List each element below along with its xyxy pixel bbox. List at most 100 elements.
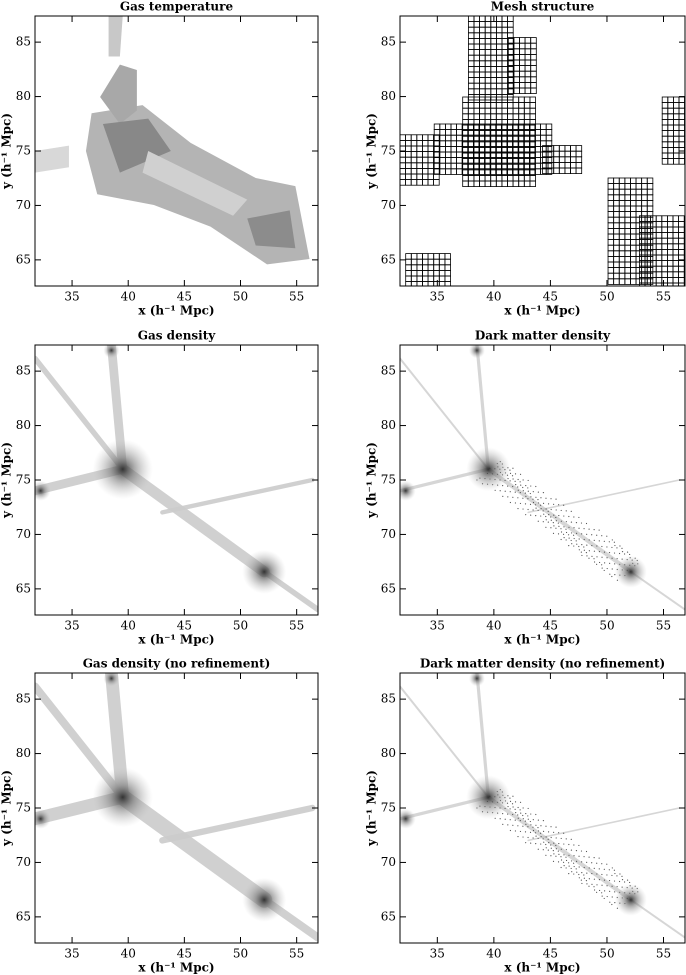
mesh-cell bbox=[400, 156, 406, 164]
x-tick-label: 45 bbox=[177, 947, 192, 961]
mesh-cell bbox=[501, 16, 508, 22]
particle bbox=[540, 507, 542, 510]
particle bbox=[585, 552, 588, 554]
mesh-cell bbox=[467, 43, 475, 50]
mesh-cell bbox=[410, 151, 418, 158]
mesh-cell bbox=[667, 276, 674, 284]
mesh-cell bbox=[646, 233, 654, 240]
mesh-cell bbox=[635, 222, 643, 229]
particle bbox=[555, 498, 557, 500]
mesh-cell bbox=[641, 239, 648, 246]
mesh-cell bbox=[450, 134, 457, 142]
mesh-cell bbox=[618, 199, 626, 207]
mesh-cell bbox=[484, 180, 492, 187]
particle bbox=[512, 478, 514, 480]
mesh-cell bbox=[607, 183, 615, 190]
x-tick-label: 55 bbox=[656, 947, 671, 961]
mesh-cell bbox=[427, 139, 434, 147]
particle bbox=[552, 532, 555, 535]
halo bbox=[468, 345, 485, 359]
mesh-cell bbox=[410, 167, 418, 175]
mesh-cell bbox=[635, 177, 643, 184]
mesh-cell bbox=[479, 32, 486, 39]
particle bbox=[562, 533, 565, 535]
mesh-cell bbox=[661, 276, 668, 284]
particle bbox=[568, 544, 570, 547]
mesh-cell bbox=[501, 21, 508, 28]
mesh-cell bbox=[641, 227, 648, 235]
mesh-cell bbox=[639, 215, 646, 222]
mesh-cell bbox=[678, 135, 685, 143]
mesh-cell bbox=[678, 271, 685, 278]
mesh-cell bbox=[467, 38, 475, 45]
particle bbox=[603, 551, 606, 553]
mesh-cell bbox=[650, 243, 657, 250]
particle bbox=[525, 812, 527, 815]
mesh-cell bbox=[650, 226, 657, 233]
particle bbox=[527, 836, 529, 839]
particle bbox=[609, 562, 611, 564]
mesh-cell bbox=[672, 271, 679, 278]
mesh-cell bbox=[467, 82, 475, 90]
mesh-cell bbox=[421, 156, 429, 164]
particle bbox=[621, 551, 624, 553]
mesh-cell bbox=[635, 255, 643, 263]
mesh-cell bbox=[618, 278, 626, 285]
particle bbox=[535, 485, 537, 488]
mesh-cell bbox=[667, 243, 674, 250]
mesh-cell bbox=[519, 48, 526, 55]
mesh-cell bbox=[490, 66, 497, 73]
mesh-cell bbox=[484, 82, 492, 90]
particle bbox=[550, 519, 552, 521]
mesh-cell bbox=[416, 162, 423, 169]
mesh-cell bbox=[473, 88, 480, 95]
particle bbox=[512, 795, 514, 797]
particle bbox=[558, 832, 560, 834]
y-axis-label: y (h⁻¹ Mpc) bbox=[365, 113, 379, 190]
mesh-cell bbox=[467, 88, 475, 95]
x-axis-label: x (h⁻¹ Mpc) bbox=[504, 961, 580, 975]
mesh-cell bbox=[524, 70, 532, 78]
mesh-cell bbox=[613, 205, 620, 212]
particle bbox=[570, 849, 573, 851]
mesh-cell bbox=[421, 173, 429, 180]
mesh-cell bbox=[618, 267, 626, 274]
particle bbox=[598, 540, 600, 542]
mesh-cell bbox=[641, 183, 648, 190]
particle bbox=[591, 555, 593, 557]
mesh-cell bbox=[501, 60, 508, 67]
mesh-cell bbox=[495, 174, 503, 182]
particle bbox=[545, 526, 547, 528]
particle bbox=[603, 868, 605, 870]
mesh-cell bbox=[661, 107, 669, 115]
mesh-cell bbox=[570, 150, 577, 158]
particle bbox=[563, 832, 565, 834]
mesh-cell bbox=[641, 216, 648, 224]
particle bbox=[524, 820, 526, 822]
particle bbox=[578, 527, 580, 529]
mesh-cell bbox=[529, 107, 536, 115]
halo bbox=[35, 480, 51, 501]
filament bbox=[159, 804, 316, 844]
mesh-cell bbox=[558, 150, 566, 158]
mesh-cell bbox=[661, 158, 669, 165]
particle bbox=[517, 489, 519, 491]
particle bbox=[512, 496, 514, 498]
mesh-cell bbox=[467, 26, 475, 34]
particle bbox=[596, 534, 598, 536]
mesh-cell bbox=[641, 211, 648, 218]
mesh-cell bbox=[607, 244, 615, 252]
x-axis-label: x (h⁻¹ Mpc) bbox=[138, 633, 214, 647]
mesh-cell bbox=[618, 188, 626, 196]
particle bbox=[548, 514, 550, 516]
particle bbox=[530, 842, 532, 844]
x-tick-label: 35 bbox=[64, 947, 79, 961]
particle bbox=[606, 874, 608, 876]
particle bbox=[596, 556, 598, 558]
mesh-cell bbox=[639, 271, 646, 278]
particle bbox=[563, 854, 565, 856]
particle bbox=[517, 806, 519, 809]
particle bbox=[588, 878, 590, 880]
mesh-cell bbox=[630, 177, 637, 184]
mesh-cell bbox=[644, 215, 651, 222]
